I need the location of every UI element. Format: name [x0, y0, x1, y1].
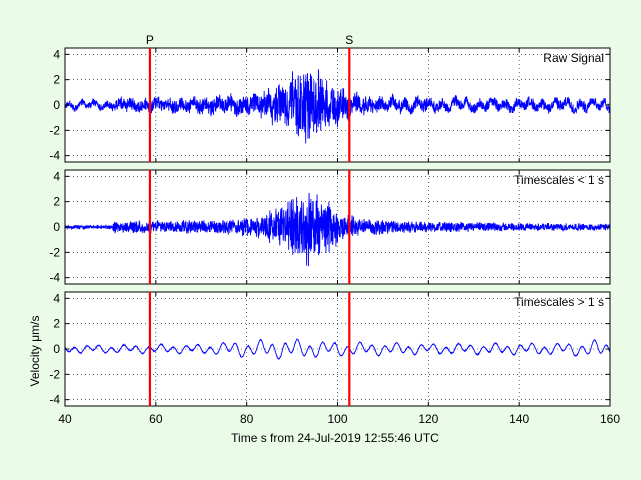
panel-title: Timescales < 1 s	[514, 173, 604, 187]
panels-group: -4 -2 0 2 4 Raw Signal -4 -2 0 2 4 Timescales < 1 s…	[49, 47, 620, 426]
y-tick-label: 4	[53, 169, 60, 183]
y-tick-label: 0	[53, 220, 60, 234]
x-tick-label: 140	[509, 412, 529, 426]
y-tick-label: 2	[53, 195, 60, 209]
signal-trace	[64, 69, 611, 144]
x-tick-label: 160	[600, 412, 620, 426]
x-tick-label: 40	[58, 412, 72, 426]
panel-3: -4 -2 0 2 4 40 60 80 100 120 140 160 Timescales > 1 …	[49, 291, 620, 426]
y-tick-label: 0	[53, 98, 60, 112]
pick-label-p: P	[146, 33, 154, 47]
x-tick-label: 120	[418, 412, 438, 426]
y-tick-label: 2	[53, 317, 60, 331]
y-tick-label: 4	[53, 47, 60, 61]
x-tick-label: 100	[327, 412, 347, 426]
y-tick-label: -2	[49, 123, 60, 137]
y-tick-label: -4	[49, 149, 60, 163]
y-tick-label: 2	[53, 73, 60, 87]
x-tick-label: 60	[149, 412, 163, 426]
panel-title: Timescales > 1 s	[514, 295, 604, 309]
y-tick-label: 4	[53, 291, 60, 305]
panel-2: -4 -2 0 2 4 Timescales < 1 s	[49, 169, 611, 285]
y-tick-label: -4	[49, 393, 60, 407]
x-axis-label: Time s from 24-Jul-2019 12:55:46 UTC	[231, 431, 439, 445]
panel-1: -4 -2 0 2 4 Raw Signal	[49, 47, 611, 163]
signal-trace	[64, 338, 611, 360]
y-tick-label: -4	[49, 271, 60, 285]
signal-trace	[64, 192, 611, 267]
y-axis-label: Velocity μm/s	[28, 316, 42, 387]
y-tick-label: -2	[49, 367, 60, 381]
y-tick-label: 0	[53, 342, 60, 356]
panel-title: Raw Signal	[543, 51, 604, 65]
y-tick-label: -2	[49, 245, 60, 259]
x-tick-label: 80	[240, 412, 254, 426]
pick-label-s: S	[345, 33, 353, 47]
